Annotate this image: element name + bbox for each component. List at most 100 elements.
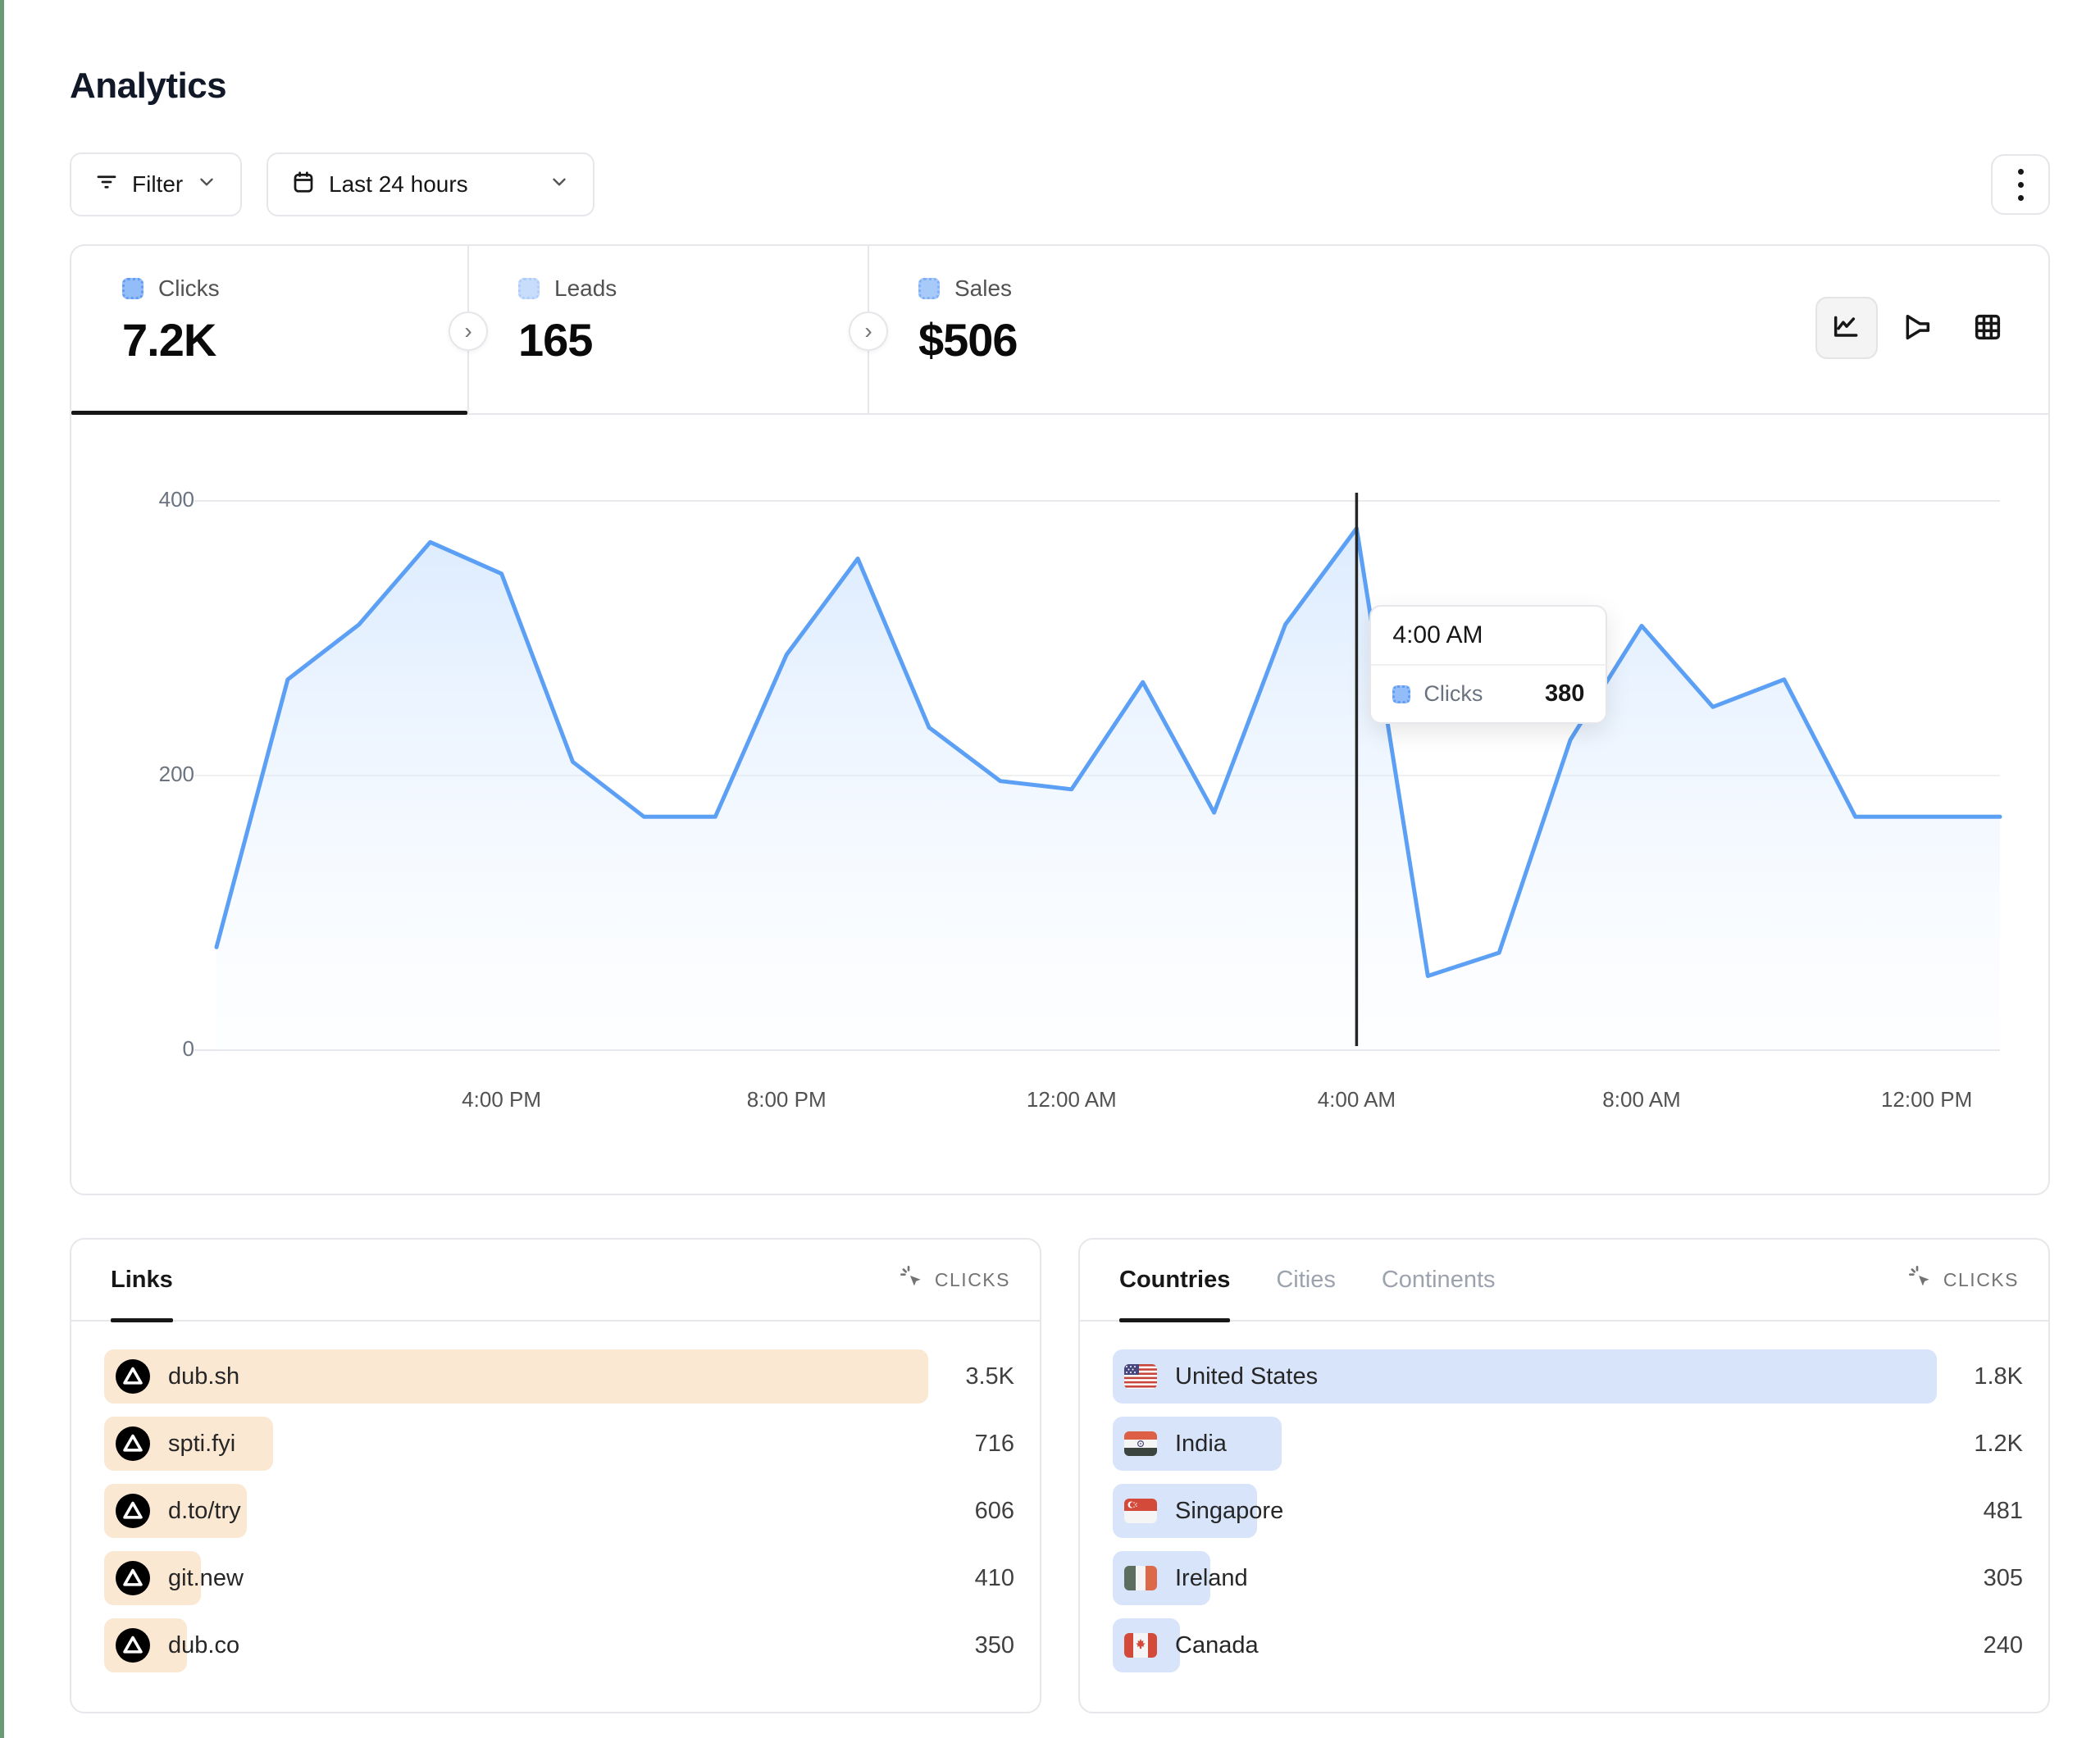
table-view-button[interactable] [1957,297,2019,359]
x-tick: 12:00 PM [1880,1087,1973,1112]
leads-legend-swatch [518,278,540,299]
link-label: git.new [168,1564,244,1591]
chart-canvas [194,493,2002,1051]
x-tick: 4:00 PM [462,1087,542,1112]
y-tick-200: 200 [158,762,194,786]
singapore-flag-icon [1124,1499,1157,1523]
tooltip-series-label: Clicks [1424,681,1483,706]
countries-metric-label: CLICKS [1943,1268,2019,1290]
date-range-label: Last 24 hours [329,171,468,197]
grid-icon [1971,311,2004,346]
link-clicks: 716 [974,1430,1014,1457]
india-flag-icon [1124,1431,1157,1456]
calendar-icon [291,170,316,200]
funnel-view-button[interactable] [1886,297,1948,359]
filter-icon [94,170,119,200]
sales-legend-swatch [918,278,940,299]
dub-logo-icon [116,1494,150,1528]
link-row[interactable]: spti.fyi 716 [104,1417,1014,1471]
link-label: dub.co [168,1631,240,1658]
country-clicks: 1.8K [1974,1363,2023,1390]
canada-flag-icon [1124,1633,1157,1658]
country-label: Canada [1175,1631,1259,1658]
tab-cities[interactable]: Cities [1276,1266,1336,1293]
link-row[interactable]: d.to/try 606 [104,1484,1014,1538]
chevron-down-icon [196,171,217,198]
tooltip-value: 380 [1545,680,1585,707]
tab-countries[interactable]: Countries [1119,1239,1231,1322]
chart-type-switcher [1815,297,2019,359]
y-tick-400: 400 [158,487,194,512]
tooltip-series-swatch [1392,685,1411,703]
tab-continents[interactable]: Continents [1381,1266,1496,1293]
funnel-icon [1901,311,1934,346]
kebab-icon [2017,168,2024,175]
expand-clicks-button[interactable]: › [449,312,488,351]
countries-list: United States 1.8K India 1.2K [1113,1349,2023,1686]
sales-value: $506 [918,314,1018,366]
tab-links[interactable]: Links [111,1239,173,1322]
links-card: Links CLICKS dub.sh 3.5K [70,1238,1041,1713]
country-clicks: 481 [1983,1497,2023,1524]
country-clicks: 1.2K [1974,1430,2023,1457]
country-row[interactable]: Ireland 305 [1113,1551,2023,1605]
page-title: Analytics [70,66,227,106]
x-tick: 8:00 AM [1602,1087,1681,1112]
us-flag-icon [1124,1364,1157,1389]
tab-clicks[interactable]: Clicks 7.2K [71,246,467,415]
line-chart-view-button[interactable] [1815,297,1878,359]
country-row[interactable]: India 1.2K [1113,1417,2023,1471]
page-edge-accent [0,0,4,1738]
leads-value: 165 [518,314,593,366]
country-clicks: 240 [1983,1631,2023,1658]
links-metric-selector[interactable]: CLICKS [899,1264,1010,1295]
ireland-flag-icon [1124,1566,1157,1590]
line-chart-icon [1830,311,1863,346]
tooltip-time: 4:00 AM [1371,607,1606,666]
tab-leads[interactable]: Leads 165 [467,246,868,415]
country-label: United States [1175,1363,1319,1390]
link-label: dub.sh [168,1363,240,1390]
clicks-chart[interactable]: 400 200 0 4:00 PM 8:00 PM 12:00 AM 4:00 … [71,415,2052,1195]
chart-area-fill [216,528,2000,1050]
country-label: India [1175,1430,1227,1457]
countries-card: Countries Cities Continents CLICKS [1078,1238,2050,1713]
x-tick: 4:00 AM [1317,1087,1396,1112]
countries-metric-selector[interactable]: CLICKS [1907,1264,2019,1295]
dub-logo-icon [116,1628,150,1663]
country-row[interactable]: United States 1.8K [1113,1349,2023,1404]
link-clicks: 3.5K [965,1363,1014,1390]
link-clicks: 410 [974,1564,1014,1591]
expand-leads-button[interactable]: › [849,312,888,351]
links-metric-label: CLICKS [934,1268,1010,1290]
dub-logo-icon [116,1359,150,1394]
link-row[interactable]: dub.co 350 [104,1618,1014,1672]
country-clicks: 305 [1983,1564,2023,1591]
tab-sales[interactable]: Sales $506 [868,246,1294,415]
date-range-button[interactable]: Last 24 hours [266,152,594,216]
active-tab-underline [71,411,467,415]
link-clicks: 350 [974,1631,1014,1658]
stats-tabs: Clicks 7.2K Leads 165 Sales $506 [71,246,2048,415]
country-label: Ireland [1175,1564,1248,1591]
link-row[interactable]: git.new 410 [104,1551,1014,1605]
sales-label: Sales [954,275,1013,301]
chevron-down-icon [549,171,570,198]
chart-line [214,526,2002,978]
more-options-button[interactable] [1991,154,2050,215]
cursor-rays-icon [1907,1264,1934,1295]
clicks-value: 7.2K [122,314,216,366]
chart-tooltip: 4:00 AM Clicks 380 [1369,605,1608,724]
country-row[interactable]: Singapore 481 [1113,1484,2023,1538]
clicks-legend-swatch [122,278,143,299]
filter-label: Filter [132,171,184,197]
link-label: d.to/try [168,1497,241,1524]
country-row[interactable]: Canada 240 [1113,1618,2023,1672]
link-clicks: 606 [974,1497,1014,1524]
link-row[interactable]: dub.sh 3.5K [104,1349,1014,1404]
x-tick: 8:00 PM [746,1087,827,1112]
cursor-rays-icon [899,1264,925,1295]
dub-logo-icon [116,1561,150,1595]
filter-button[interactable]: Filter [70,152,243,216]
analytics-card: Clicks 7.2K Leads 165 Sales $506 [70,244,2050,1195]
